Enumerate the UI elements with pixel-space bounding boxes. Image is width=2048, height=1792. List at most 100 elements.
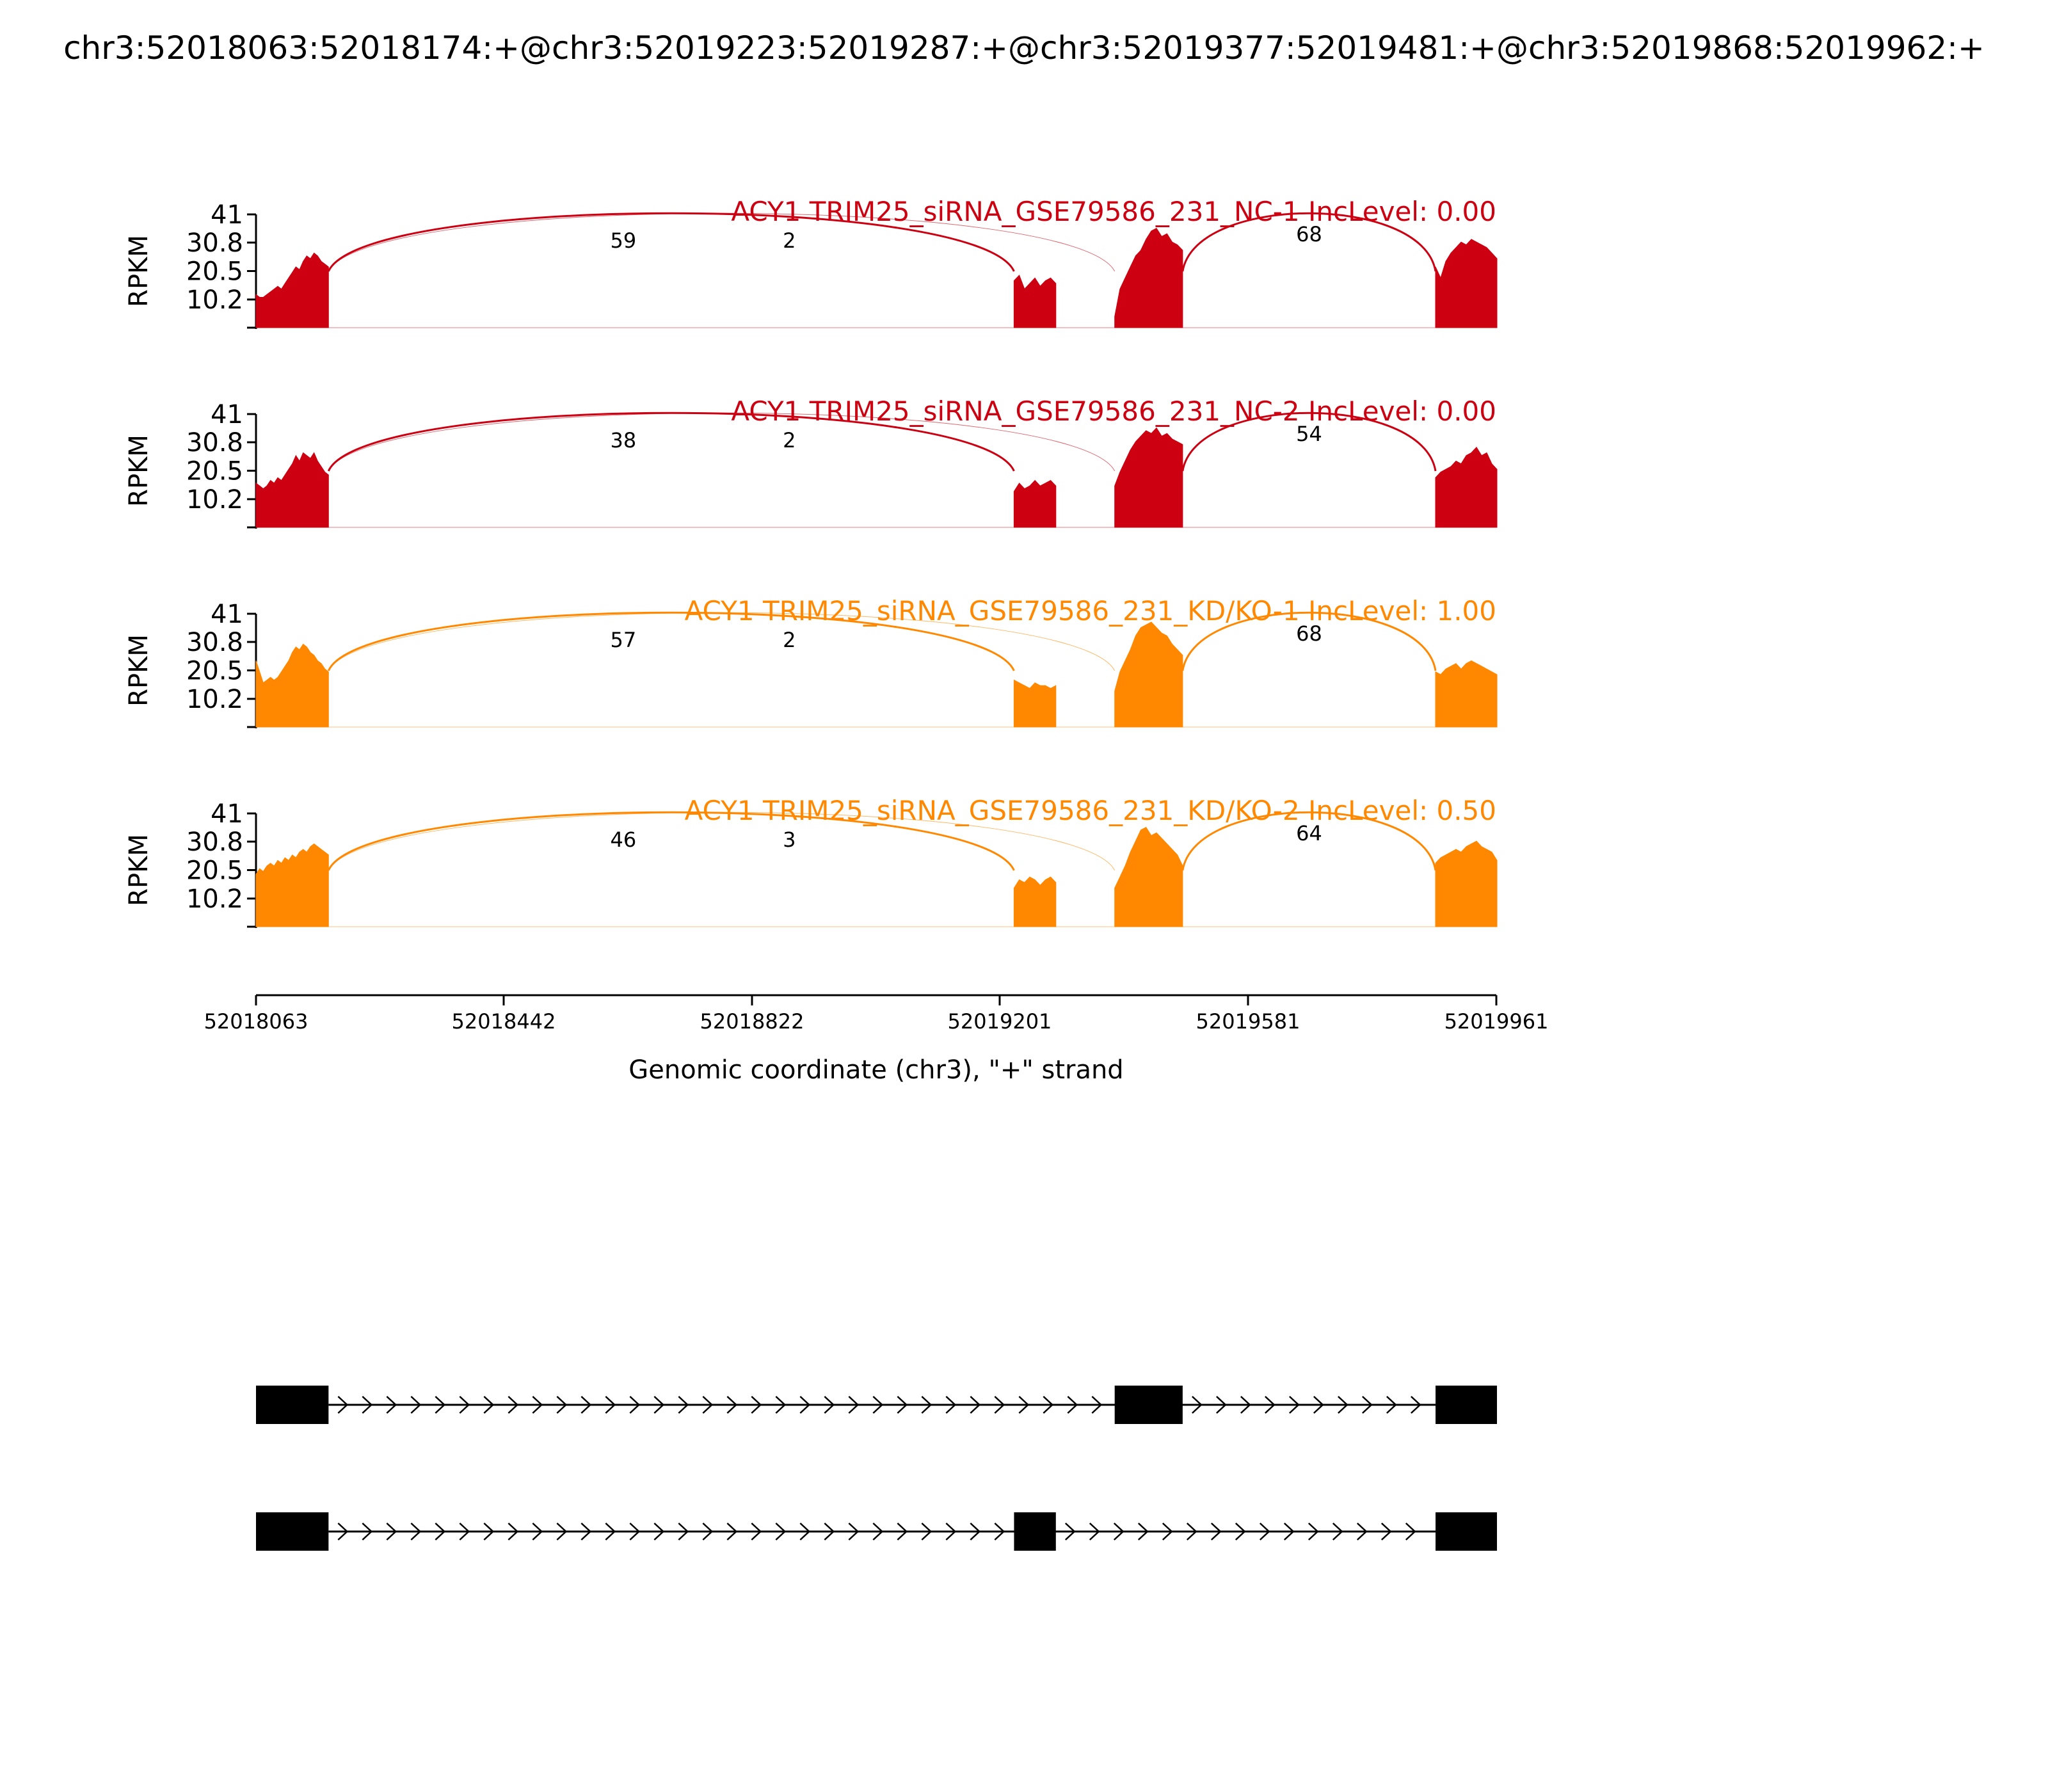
strand-chevron-icon <box>1308 1523 1319 1540</box>
isoform-1 <box>256 1386 1498 1424</box>
strand-chevron-icon <box>1386 1396 1397 1414</box>
strand-chevron-icon <box>362 1523 373 1540</box>
junction-count-label: 68 <box>1296 621 1322 646</box>
strand-chevron-icon <box>508 1523 519 1540</box>
junction-count-label: 59 <box>611 228 637 253</box>
junction-count-bg <box>769 828 810 852</box>
junction-arc-1 <box>327 212 1015 272</box>
y-axis-label: RPKM <box>124 235 154 307</box>
exon-coverage-area-3 <box>1114 621 1183 728</box>
x-tick-label: 52018063 <box>204 1009 308 1034</box>
strand-chevron-icon <box>410 1523 422 1540</box>
chart-title: chr3:52018063:52018174:+@chr3:52019223:5… <box>63 29 1985 67</box>
strand-chevron-icon <box>532 1396 543 1414</box>
junction-count-label: 68 <box>1296 222 1322 246</box>
strand-chevron-icon <box>775 1396 787 1414</box>
exon-block-1 <box>256 1386 329 1424</box>
junction-count-label: 57 <box>611 628 637 652</box>
y-tick-label: 41 <box>211 200 243 230</box>
junction-count-bg <box>769 628 810 652</box>
y-tick-label: 41 <box>211 400 243 429</box>
track-title: ACY1 TRIM25_siRNA_GSE79586_231_KD/KO-1 I… <box>685 595 1496 627</box>
strand-chevron-icon <box>726 1523 738 1540</box>
strand-chevron-icon <box>1137 1523 1149 1540</box>
exon-coverage-area-4 <box>1435 446 1498 528</box>
junction-count-bg <box>602 428 644 452</box>
strand-chevron-icon <box>410 1396 422 1414</box>
strand-chevron-icon <box>1235 1523 1246 1540</box>
strand-chevron-icon <box>1240 1396 1251 1414</box>
strand-chevron-icon <box>653 1396 665 1414</box>
junction-arc-3 <box>1181 412 1437 472</box>
junction-arc-3 <box>1181 811 1437 871</box>
exon-block-3 <box>1436 1512 1498 1551</box>
x-tick-label: 52018442 <box>452 1009 556 1034</box>
junction-arc-2 <box>328 812 1116 871</box>
exon-coverage-area-4 <box>1435 660 1498 728</box>
strand-chevron-icon <box>897 1396 908 1414</box>
junction-count-label: 2 <box>783 228 796 253</box>
y-tick-label: 10.2 <box>186 685 243 714</box>
strand-chevron-icon <box>337 1396 349 1414</box>
junction-count-label: 2 <box>783 428 796 452</box>
strand-chevron-icon <box>1186 1523 1197 1540</box>
strand-chevron-icon <box>1043 1396 1054 1414</box>
strand-chevron-icon <box>1018 1396 1030 1414</box>
strand-chevron-icon <box>848 1523 860 1540</box>
strand-chevron-icon <box>702 1523 714 1540</box>
exon-coverage-area-1 <box>255 643 329 728</box>
strand-chevron-icon <box>1283 1523 1295 1540</box>
y-tick-label: 41 <box>211 600 243 629</box>
strand-chevron-icon <box>459 1396 470 1414</box>
strand-chevron-icon <box>580 1523 592 1540</box>
strand-chevron-icon <box>945 1396 957 1414</box>
y-tick-label: 20.5 <box>186 856 243 886</box>
exon-coverage-area-2 <box>1013 679 1057 728</box>
y-axis-label: RPKM <box>124 634 154 707</box>
strand-chevron-icon <box>970 1396 981 1414</box>
junction-count-label: 64 <box>1296 821 1322 845</box>
strand-chevron-icon <box>605 1523 616 1540</box>
strand-chevron-icon <box>605 1396 616 1414</box>
strand-chevron-icon <box>799 1523 811 1540</box>
track-title: ACY1 TRIM25_siRNA_GSE79586_231_NC-2 IncL… <box>731 396 1496 427</box>
exon-coverage-area-3 <box>1114 227 1183 328</box>
x-tick-label: 52019201 <box>948 1009 1052 1034</box>
y-tick-label: 10.2 <box>186 285 243 315</box>
strand-chevron-icon <box>1210 1523 1222 1540</box>
y-tick-label: 30.8 <box>186 828 243 857</box>
track-title: ACY1 TRIM25_siRNA_GSE79586_231_NC-1 IncL… <box>731 196 1496 227</box>
exon-coverage-area-2 <box>1013 275 1057 328</box>
junction-arc-3 <box>1181 212 1437 272</box>
strand-chevron-icon <box>994 1396 1005 1414</box>
junction-count-bg <box>1288 422 1330 446</box>
strand-chevron-icon <box>872 1396 884 1414</box>
strand-chevron-icon <box>1356 1523 1368 1540</box>
exon-coverage-area-1 <box>255 452 329 528</box>
strand-chevron-icon <box>435 1396 446 1414</box>
junction-count-label: 54 <box>1296 422 1322 446</box>
strand-chevron-icon <box>1089 1523 1100 1540</box>
junction-count-bg <box>602 228 644 253</box>
exon-coverage-area-4 <box>1435 239 1498 328</box>
gene-model <box>256 1386 1498 1551</box>
strand-chevron-icon <box>435 1523 446 1540</box>
junction-arc-2 <box>328 412 1116 472</box>
strand-chevron-icon <box>1113 1523 1124 1540</box>
junction-count-label: 2 <box>783 628 796 652</box>
strand-chevron-icon <box>556 1523 568 1540</box>
x-axis-label: Genomic coordinate (chr3), "+" strand <box>628 1055 1123 1085</box>
junction-count-label: 38 <box>611 428 637 452</box>
junction-arc-2 <box>328 212 1116 272</box>
strand-chevron-icon <box>1259 1523 1270 1540</box>
junction-count-bg <box>1288 222 1330 246</box>
exon-coverage-area-3 <box>1114 826 1183 927</box>
exon-coverage-area-1 <box>255 252 329 328</box>
strand-chevron-icon <box>653 1523 665 1540</box>
x-tick-label: 52019961 <box>1444 1009 1549 1034</box>
strand-chevron-icon <box>1091 1396 1103 1414</box>
x-tick-label: 52018822 <box>700 1009 804 1034</box>
